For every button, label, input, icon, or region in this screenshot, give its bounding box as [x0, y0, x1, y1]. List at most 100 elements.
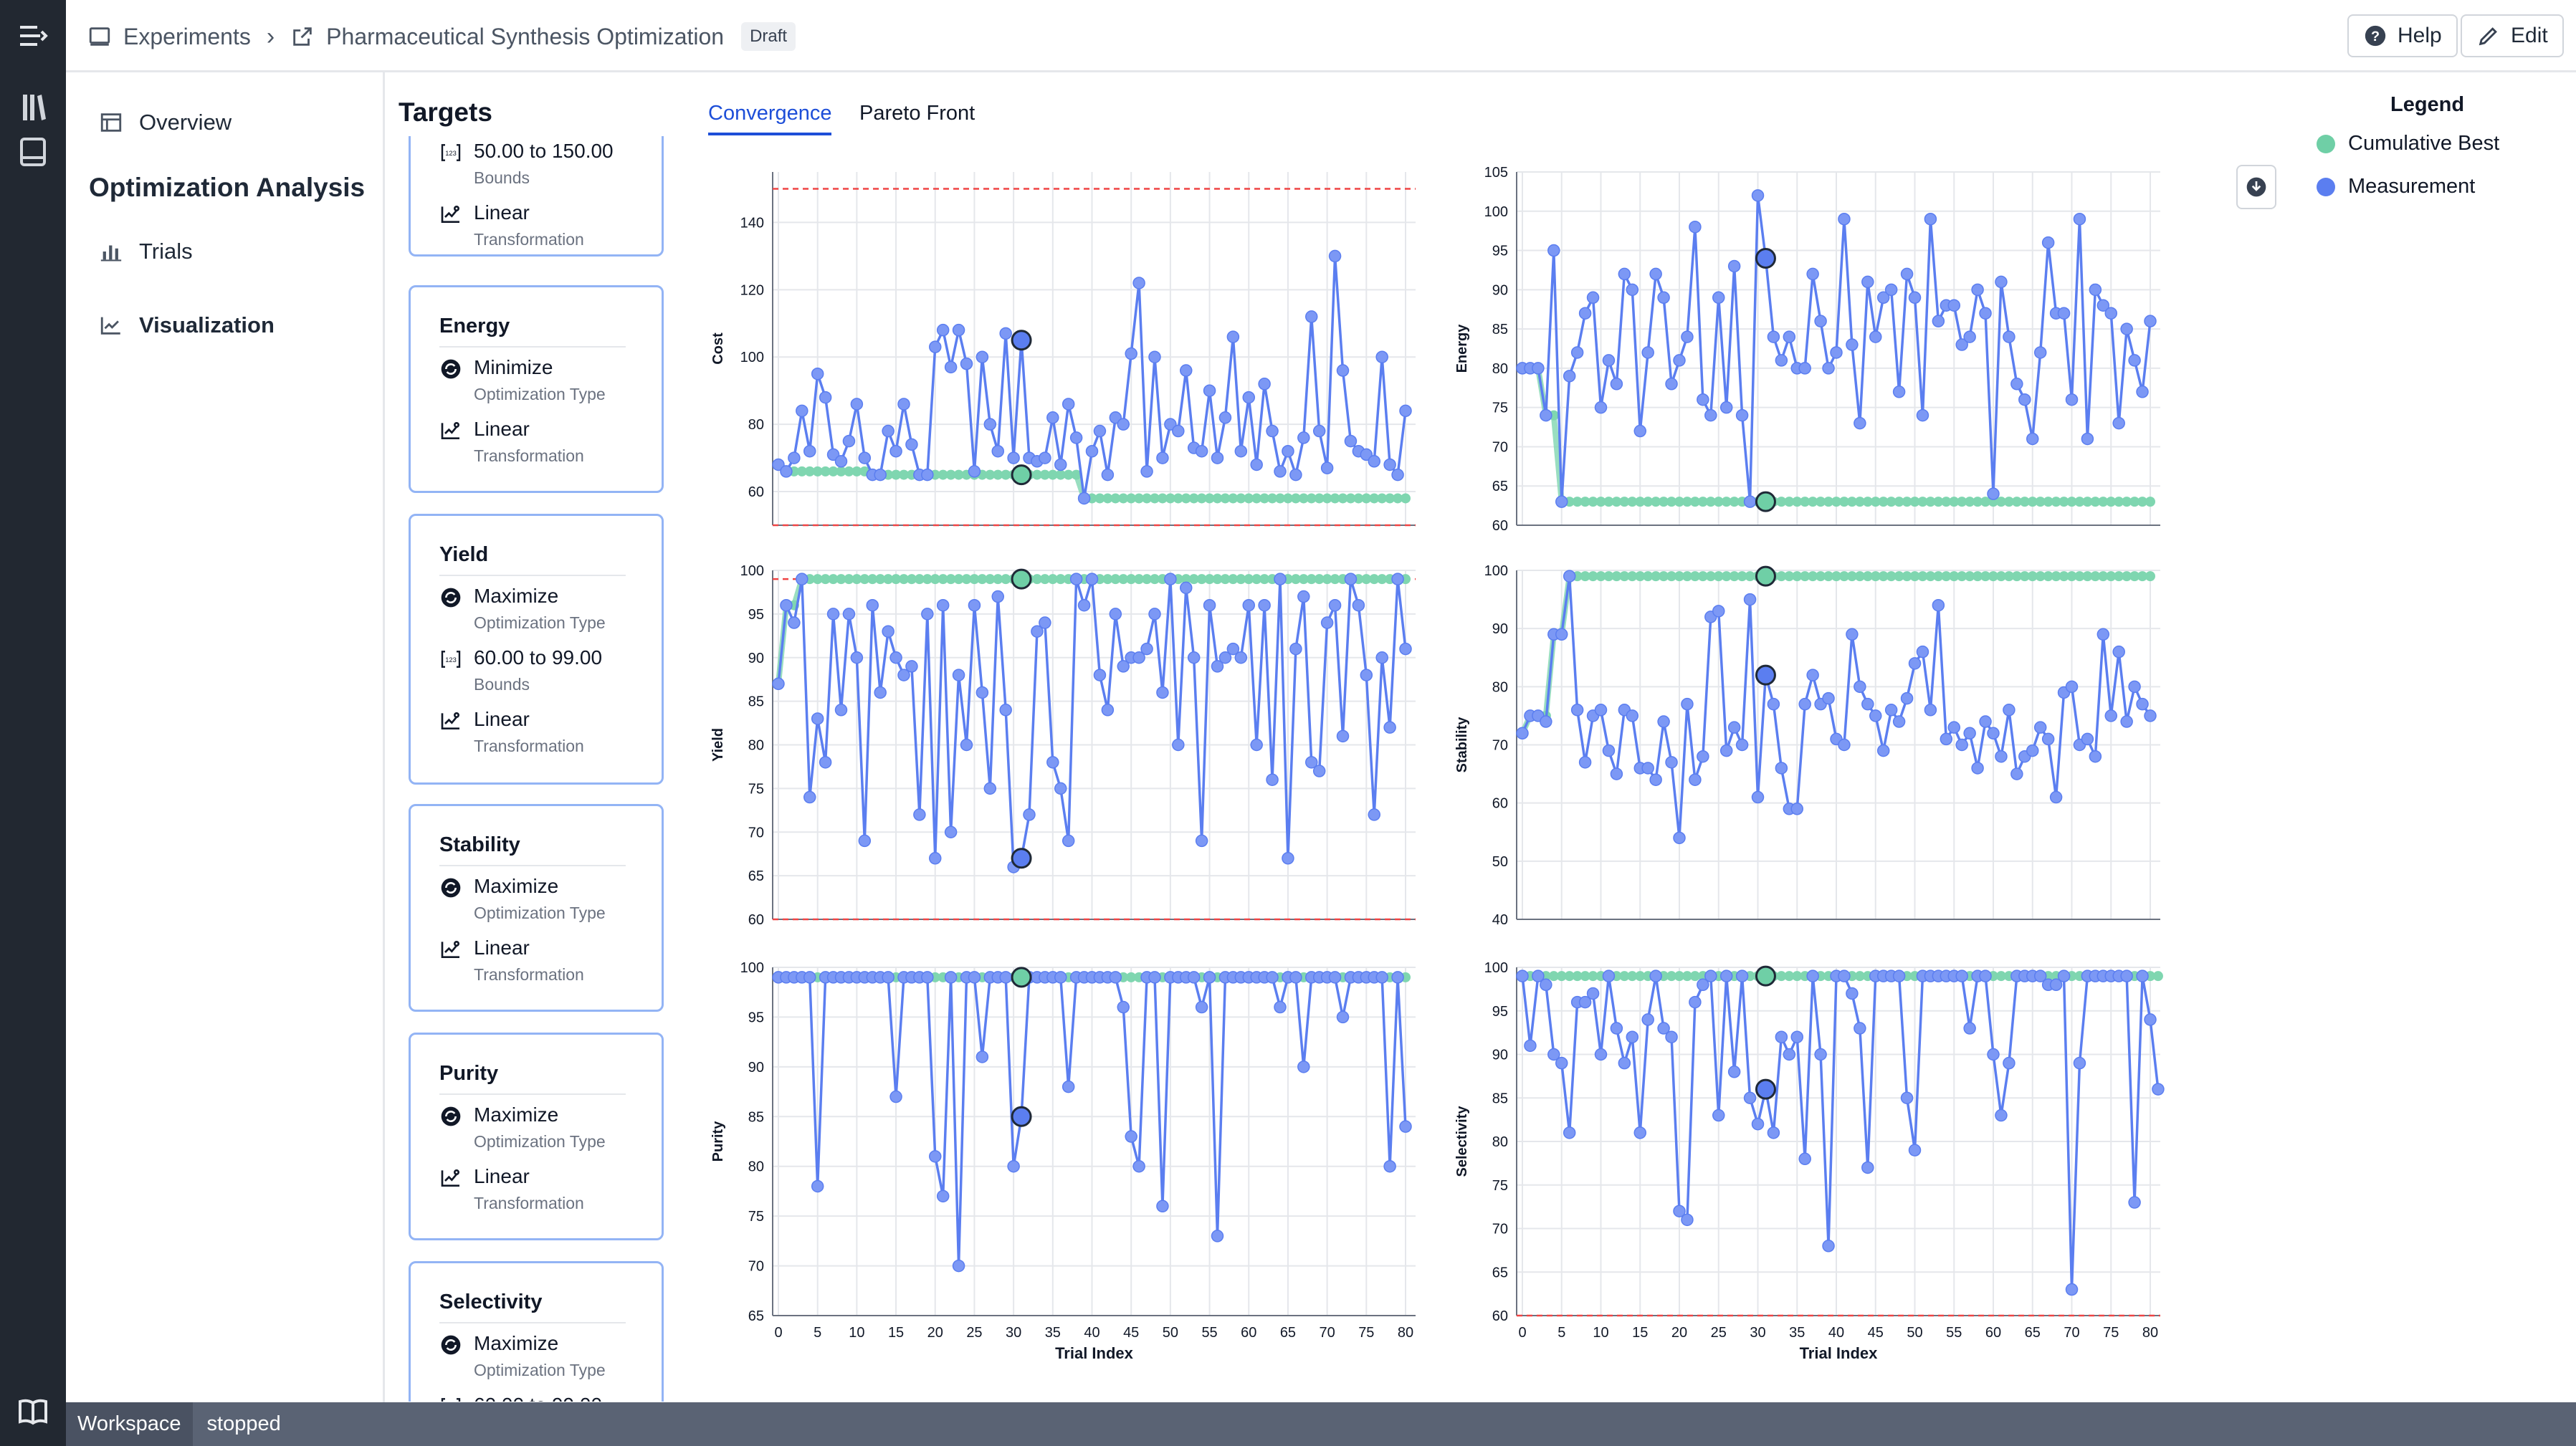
cumulative-best-point: [1776, 497, 1787, 507]
cumulative-best-point: [1572, 497, 1583, 507]
divider: [439, 865, 626, 866]
measurement-point: [1312, 765, 1326, 777]
measurement-point: [819, 391, 832, 404]
measurement-point: [2065, 1283, 2079, 1296]
cumulative-best-point: [1228, 493, 1239, 504]
breadcrumb-experiments[interactable]: Experiments: [123, 23, 251, 49]
measurement-point: [1211, 451, 1224, 464]
measurement-point: [1689, 220, 1702, 234]
measurement-point: [1031, 625, 1044, 638]
measurement-point: [1156, 686, 1169, 699]
measurement-point: [2112, 645, 2125, 659]
measurement-point: [858, 834, 872, 848]
measurement-point: [1689, 995, 1702, 1009]
measurement-point: [1375, 651, 1388, 664]
measurement-point: [999, 327, 1012, 340]
cumulative-best-point: [2145, 497, 2155, 507]
measurement-point: [2041, 236, 2055, 249]
target-card-stability[interactable]: Stability Maximize Optimization Type Line…: [409, 804, 664, 1012]
edit-button[interactable]: Edit: [2461, 14, 2564, 57]
cumulative-best-point: [1957, 497, 1967, 507]
cumulative-best-point: [1965, 571, 1975, 582]
measurement-point: [772, 677, 785, 691]
measurement-point: [1869, 330, 1882, 343]
cumulative-best-point: [930, 574, 940, 585]
measurement-point: [1148, 608, 1161, 621]
help-label: Help: [2398, 24, 2442, 47]
measurement-point: [1884, 283, 1898, 297]
cumulative-best-point: [1361, 493, 1372, 504]
measurement-point: [1626, 283, 1639, 297]
cumulative-best-point: [1689, 971, 1700, 982]
workspace-label[interactable]: Workspace: [66, 1402, 193, 1446]
docs-book-icon[interactable]: [16, 1394, 50, 1429]
tab-pareto-front[interactable]: Pareto Front: [859, 102, 975, 125]
cumulative-best-point: [1619, 571, 1630, 582]
nav-visualization[interactable]: Visualization: [99, 312, 275, 338]
cumulative-best-point: [1831, 571, 1841, 582]
y-tick-label: 50: [1492, 854, 1508, 870]
measurement-point: [1156, 451, 1169, 464]
measurement-point: [1940, 732, 1953, 746]
cumulative-best-point: [1949, 497, 1960, 507]
y-tick-label: 85: [748, 1109, 764, 1125]
measurement-point: [1125, 1130, 1137, 1143]
measurement-point: [1555, 495, 1568, 508]
measurement-point: [1979, 307, 1992, 320]
measurement-point: [1924, 212, 1937, 226]
target-card-selectivity[interactable]: Selectivity Maximize Optimization Type 60…: [409, 1261, 664, 1402]
measurement-point: [1391, 971, 1404, 984]
cumulative-best-point: [2019, 497, 2030, 507]
cumulative-best-point: [1188, 574, 1199, 585]
cumulative-best-point: [1854, 571, 1865, 582]
cumulative-best-point: [1862, 571, 1873, 582]
measurement-point: [1336, 729, 1350, 743]
nav-trials[interactable]: Trials: [99, 239, 193, 264]
menu-collapse-icon[interactable]: [16, 19, 50, 53]
measurement-point: [1320, 461, 1334, 474]
measurement-point: [1274, 1000, 1287, 1014]
measurement-point: [826, 608, 840, 621]
y-tick-label: 90: [1492, 282, 1508, 298]
help-button[interactable]: ? Help: [2347, 14, 2458, 57]
status-badge: Draft: [741, 22, 796, 51]
measurement-point: [1618, 267, 1631, 281]
measurement-point: [1563, 1126, 1576, 1139]
target-opt-row: Maximize Optimization Type: [439, 1332, 606, 1380]
measurement-point: [2003, 704, 2016, 717]
measurement-point: [1532, 362, 1545, 375]
target-card-yield[interactable]: Yield Maximize Optimization Type 123 60.0…: [409, 514, 664, 785]
download-button[interactable]: [2236, 165, 2276, 209]
measurement-point: [2120, 715, 2133, 728]
measurement-point: [1657, 715, 1670, 728]
target-card-energy[interactable]: Energy Minimize Optimization Type Linear T…: [409, 285, 664, 493]
notebook-icon[interactable]: [16, 90, 50, 125]
breadcrumb: Experiments › Pharmaceutical Synthesis O…: [87, 19, 796, 54]
experiment-icon[interactable]: [16, 135, 50, 169]
measurement-point: [1109, 971, 1122, 984]
x-tick-label: 65: [1280, 1325, 1296, 1341]
measurement-point: [1093, 669, 1107, 681]
legend-item-best: Cumulative Best: [2317, 132, 2499, 155]
table-icon: [100, 113, 122, 132]
target-opt-label: Optimization Type: [474, 1132, 606, 1151]
cumulative-best-point: [1705, 497, 1716, 507]
target-card-purity[interactable]: Purity Maximize Optimization Type Linear T…: [409, 1033, 664, 1240]
tab-convergence[interactable]: Convergence: [708, 102, 832, 125]
measurement-point: [1767, 697, 1780, 711]
breadcrumb-current[interactable]: Pharmaceutical Synthesis Optimization: [326, 23, 725, 49]
bounds-icon: 123: [441, 651, 461, 668]
measurement-point: [1148, 971, 1161, 984]
x-tick-label: 35: [1045, 1325, 1061, 1341]
nav-overview[interactable]: Overview: [99, 110, 232, 135]
measurement-point: [1924, 704, 1937, 717]
measurement-point: [1743, 593, 1757, 606]
measurement-point: [905, 438, 918, 451]
measurement-point: [1352, 598, 1365, 612]
measurement-point: [1054, 971, 1067, 984]
cumulative-best-point: [1134, 574, 1145, 585]
target-card-cost[interactable]: 123 50.00 to 150.00 Bounds Linear Transfor…: [409, 136, 664, 257]
measurement-point: [1383, 1159, 1396, 1173]
cumulative-best-point: [1345, 493, 1356, 504]
cumulative-best-point: [828, 466, 839, 477]
